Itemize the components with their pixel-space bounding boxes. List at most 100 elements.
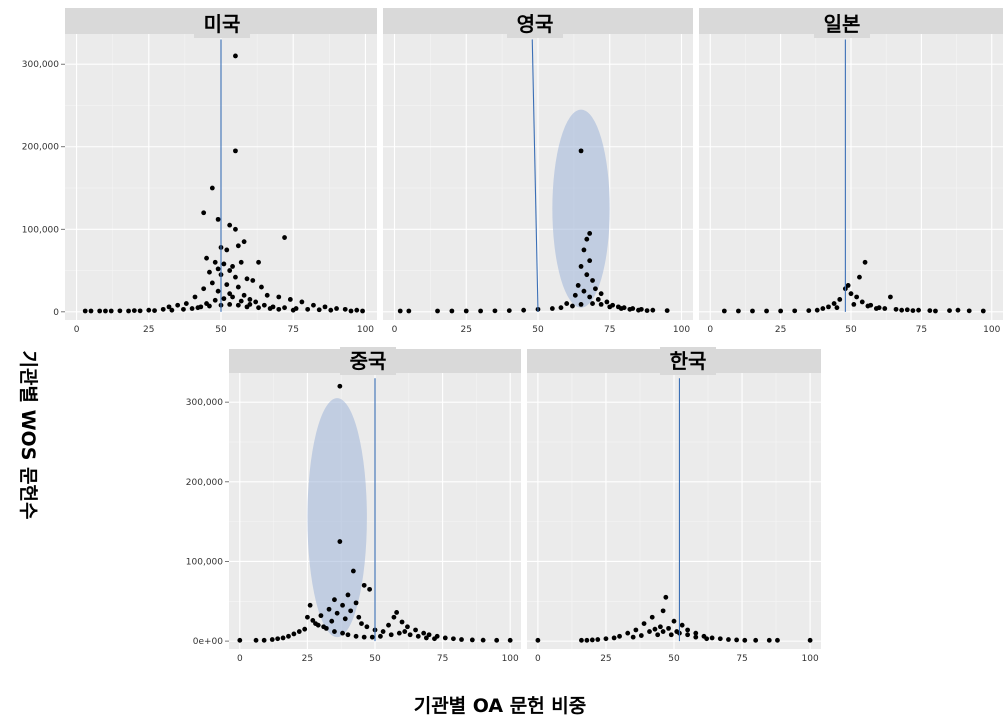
data-point [736, 308, 741, 314]
data-point [494, 637, 500, 643]
data-point [595, 297, 601, 302]
data-point [657, 624, 663, 630]
data-point [305, 614, 310, 620]
data-point [378, 633, 383, 639]
data-point [280, 635, 286, 641]
data-point [391, 614, 397, 620]
data-point [275, 636, 281, 642]
data-point [152, 308, 157, 313]
data-point [244, 276, 250, 282]
data-point [315, 622, 321, 628]
data-point [207, 269, 212, 275]
y-tick-label: 0e+00 [193, 637, 224, 647]
x-tick-label: 0 [707, 325, 713, 335]
data-point [332, 597, 337, 603]
y-tick-label: 0 [53, 308, 59, 318]
data-point [131, 308, 137, 313]
data-point [406, 308, 412, 314]
data-point [564, 301, 570, 306]
data-point [980, 308, 986, 314]
data-point [323, 625, 329, 631]
data-point [388, 632, 394, 638]
data-point [212, 259, 218, 265]
data-point [649, 614, 655, 620]
data-point [807, 637, 813, 643]
data-point [204, 255, 209, 261]
y-tick-label: 200,000 [186, 478, 223, 488]
x-tick-label: 50 [369, 654, 381, 664]
data-point [328, 307, 334, 313]
data-point [146, 307, 152, 313]
data-point [233, 53, 238, 59]
data-point [704, 636, 710, 642]
data-point [244, 304, 250, 310]
panels: 0 25 50 75 100 0 100,000 200,000 300,000 미국 0 25 50 7… [22, 8, 1003, 664]
data-point [233, 148, 238, 154]
data-point [88, 308, 94, 314]
data-point [359, 621, 364, 626]
data-point [578, 302, 584, 307]
data-point [636, 307, 641, 313]
data-point [618, 306, 624, 311]
data-point [160, 306, 166, 312]
data-point [227, 291, 233, 297]
data-point [966, 308, 972, 314]
data-point [831, 301, 837, 306]
data-point [397, 308, 403, 314]
x-tick-label: 75 [604, 325, 615, 335]
highlight-ellipse [552, 109, 610, 308]
data-point [224, 247, 230, 253]
x-tick-label: 25 [461, 325, 472, 335]
data-point [342, 616, 348, 622]
y-tick-label: 100,000 [22, 225, 59, 235]
data-point [535, 637, 541, 643]
data-point [405, 624, 410, 630]
panel-4: 0 25 50 75 100 0e+00 100,000 200,000 300,000 중국 [186, 347, 521, 664]
data-point [442, 635, 448, 641]
data-point [369, 634, 375, 640]
data-point [572, 292, 578, 298]
data-point [345, 632, 351, 638]
data-point [709, 635, 715, 641]
data-point [402, 629, 408, 634]
data-point [241, 239, 247, 245]
data-point [181, 306, 186, 312]
data-point [806, 308, 812, 313]
data-point [192, 294, 198, 300]
data-point [851, 302, 857, 307]
data-point [237, 637, 243, 643]
data-point [340, 630, 345, 636]
data-point [407, 632, 413, 638]
data-point [82, 308, 88, 314]
data-point [354, 307, 360, 313]
y-tick-label: 200,000 [22, 143, 59, 153]
data-point [611, 635, 617, 641]
data-point [660, 608, 666, 614]
data-point [326, 606, 332, 612]
data-point [256, 259, 261, 265]
data-point [604, 299, 610, 305]
data-point [415, 633, 421, 639]
data-point [296, 629, 302, 634]
data-point [126, 308, 131, 314]
data-point [238, 259, 244, 265]
x-tick-label: 0 [392, 325, 398, 335]
data-point [396, 630, 402, 636]
data-point [581, 288, 587, 294]
data-point [238, 298, 244, 304]
data-point [337, 383, 343, 389]
data-point [459, 637, 464, 642]
data-point [660, 629, 666, 634]
data-point [364, 624, 370, 630]
data-point [259, 284, 264, 290]
data-point [766, 637, 772, 643]
data-point [345, 592, 351, 598]
facet-title: 영국 [517, 12, 554, 36]
data-point [638, 633, 644, 638]
data-point [353, 633, 359, 639]
data-point [826, 304, 831, 310]
x-tick-label: 50 [532, 325, 544, 335]
data-point [506, 308, 512, 313]
data-point [589, 637, 595, 643]
